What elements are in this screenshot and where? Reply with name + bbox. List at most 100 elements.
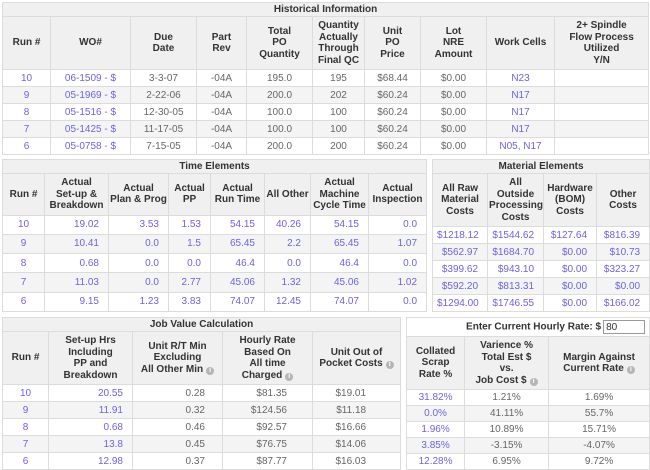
run-link[interactable]: 7 xyxy=(2,120,51,138)
scrap-link[interactable]: 12.28% xyxy=(406,453,466,470)
cells-link[interactable]: N17 xyxy=(486,86,555,104)
pp-link[interactable]: 2.77 xyxy=(168,272,211,293)
run-link[interactable]: 9 xyxy=(2,233,45,255)
pp-link[interactable]: 1.5 xyxy=(168,233,211,255)
run-link[interactable]: 7 xyxy=(2,435,49,453)
run-link[interactable]: 10 xyxy=(2,384,49,402)
machine-link[interactable]: 45.06 xyxy=(310,272,369,293)
info-icon[interactable]: i xyxy=(285,372,294,381)
wo-link[interactable]: 05-0758 - $ xyxy=(50,137,131,155)
hardware-link[interactable]: $127.64 xyxy=(543,226,598,244)
cells-link[interactable]: N05, N17 xyxy=(486,137,555,155)
raw-link[interactable]: $399.62 xyxy=(432,260,489,278)
info-icon[interactable]: i xyxy=(529,377,538,386)
other-link[interactable]: 1.32 xyxy=(264,272,311,293)
setup-link[interactable]: 20.55 xyxy=(48,384,133,402)
hourly-rate-input[interactable] xyxy=(603,320,646,334)
outside-link[interactable]: $1746.55 xyxy=(487,294,545,312)
run-link[interactable]: 6 xyxy=(2,291,45,313)
run-link[interactable]: 8 xyxy=(2,418,49,436)
hardware-link[interactable]: $0.00 xyxy=(543,243,598,261)
cells-link[interactable]: N17 xyxy=(486,103,555,121)
insp-link[interactable]: 0.0 xyxy=(367,291,428,313)
plan-link[interactable]: 1.23 xyxy=(108,291,169,313)
outside-link[interactable]: $813.31 xyxy=(487,277,545,295)
other-link[interactable]: $816.39 xyxy=(596,226,650,244)
run-link[interactable]: 7 xyxy=(2,272,45,293)
machine-link[interactable]: 65.45 xyxy=(310,233,369,255)
plan-link[interactable]: 0.0 xyxy=(108,272,169,293)
insp-link[interactable]: 0.0 xyxy=(367,253,428,274)
machine-link[interactable]: 46.4 xyxy=(310,253,369,274)
column-header-label: Run # xyxy=(11,352,40,364)
setup-link[interactable]: 19.02 xyxy=(44,214,109,235)
run-link[interactable]: 8 xyxy=(2,253,45,274)
setup-link[interactable]: 12.98 xyxy=(48,452,133,470)
other-link[interactable]: $323.27 xyxy=(596,260,650,278)
info-icon[interactable]: i xyxy=(385,361,394,369)
machine-link[interactable]: 74.07 xyxy=(310,291,369,313)
hourly-cell: $124.56 xyxy=(222,401,313,419)
run-link[interactable]: 8 xyxy=(2,103,51,121)
raw-link[interactable]: $1218.12 xyxy=(432,226,489,244)
raw-link[interactable]: $1294.00 xyxy=(432,294,489,312)
insp-link[interactable]: 0.0 xyxy=(367,214,428,235)
outside-link[interactable]: $1684.70 xyxy=(487,243,545,261)
scrap-link[interactable]: 3.85% xyxy=(406,437,466,454)
runtime-link[interactable]: 54.15 xyxy=(210,214,265,235)
runtime-link[interactable]: 45.06 xyxy=(210,272,265,293)
plan-link[interactable]: 0.0 xyxy=(108,253,169,274)
pp-link[interactable]: 1.53 xyxy=(168,214,211,235)
run-link[interactable]: 10 xyxy=(2,214,45,235)
scrap-link[interactable]: 0.0% xyxy=(406,405,466,422)
runtime-link[interactable]: 65.45 xyxy=(210,233,265,255)
hardware-link[interactable]: $0.00 xyxy=(543,260,598,278)
machine-link[interactable]: 54.15 xyxy=(310,214,369,235)
other-link[interactable]: 12.45 xyxy=(264,291,311,313)
other-link[interactable]: $166.02 xyxy=(596,294,650,312)
setup-link[interactable]: 10.41 xyxy=(44,233,109,255)
setup-link[interactable]: 11.91 xyxy=(48,401,133,419)
scrap-link[interactable]: 1.96% xyxy=(406,421,466,438)
run-link[interactable]: 6 xyxy=(2,137,51,155)
insp-link[interactable]: 1.02 xyxy=(367,272,428,293)
column-header: 2+ Spindle Flow Process Utilized Y/N xyxy=(553,16,650,70)
outside-link[interactable]: $943.10 xyxy=(487,260,545,278)
wo-link[interactable]: 05-1516 - $ xyxy=(50,103,131,121)
setup-link[interactable]: 13.8 xyxy=(48,435,133,453)
other-link[interactable]: $0.00 xyxy=(596,277,650,295)
other-link[interactable]: 40.26 xyxy=(264,214,311,235)
setup-link[interactable]: 0.68 xyxy=(48,418,133,436)
setup-link[interactable]: 0.68 xyxy=(44,253,109,274)
run-link[interactable]: 10 xyxy=(2,69,51,87)
wo-link[interactable]: 06-1509 - $ xyxy=(50,69,131,87)
table-row: 0.0% 41.11% 55.7% xyxy=(406,405,650,422)
plan-link[interactable]: 0.0 xyxy=(108,233,169,255)
raw-link[interactable]: $592.20 xyxy=(432,277,489,295)
info-icon[interactable]: i xyxy=(206,366,215,375)
raw-link[interactable]: $562.97 xyxy=(432,243,489,261)
cells-link[interactable]: N17 xyxy=(486,120,555,138)
setup-link[interactable]: 9.15 xyxy=(44,291,109,313)
run-link[interactable]: 9 xyxy=(2,86,51,104)
scrap-link[interactable]: 31.82% xyxy=(406,389,466,406)
hardware-link[interactable]: $0.00 xyxy=(543,294,598,312)
setup-link[interactable]: 11.03 xyxy=(44,272,109,293)
wo-link[interactable]: 05-1425 - $ xyxy=(50,120,131,138)
outside-link[interactable]: $1544.62 xyxy=(487,226,545,244)
pp-link[interactable]: 3.83 xyxy=(168,291,211,313)
cells-link[interactable]: N23 xyxy=(486,69,555,87)
other-link[interactable]: $10.73 xyxy=(596,243,650,261)
hardware-link[interactable]: $0.00 xyxy=(543,277,598,295)
wo-link[interactable]: 05-1969 - $ xyxy=(50,86,131,104)
pp-link[interactable]: 0.0 xyxy=(168,253,211,274)
run-link[interactable]: 9 xyxy=(2,401,49,419)
runtime-link[interactable]: 74.07 xyxy=(210,291,265,313)
insp-link[interactable]: 1.07 xyxy=(367,233,428,255)
other-link[interactable]: 0.0 xyxy=(264,253,311,274)
plan-link[interactable]: 3.53 xyxy=(108,214,169,235)
info-icon[interactable]: i xyxy=(626,366,635,374)
other-link[interactable]: 2.2 xyxy=(264,233,311,255)
run-link[interactable]: 6 xyxy=(2,452,49,470)
runtime-link[interactable]: 46.4 xyxy=(210,253,265,274)
